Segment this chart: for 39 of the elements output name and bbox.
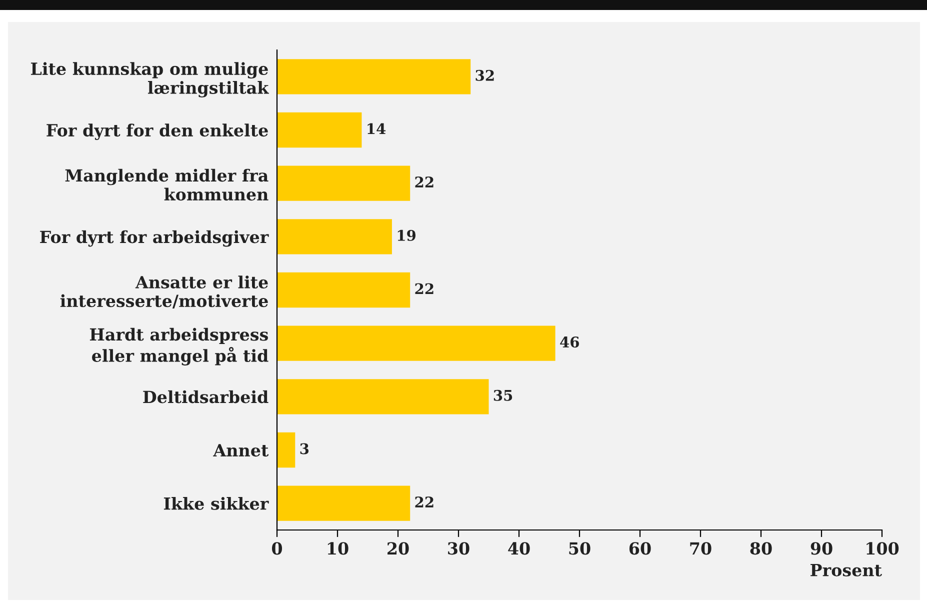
y-tick-label: Ikke sikker [164, 497, 269, 510]
x-axis-title: Prosent [810, 564, 882, 576]
bar [277, 166, 410, 201]
x-tick-label: 80 [750, 542, 772, 555]
y-tick-label: Lite kunnskap om mulige læringstiltak [30, 62, 269, 98]
data-label: 32 [476, 70, 494, 81]
y-tick-label: Annet [213, 444, 269, 457]
data-label: 35 [494, 390, 512, 401]
x-tick-label: 90 [810, 542, 832, 555]
data-label: 3 [300, 443, 309, 454]
bar [277, 379, 489, 414]
x-tick-label: 70 [690, 542, 712, 555]
x-tick-label: 100 [866, 542, 899, 555]
y-tick-label: Deltidsarbeid [143, 390, 268, 404]
y-tick-label: For dyrt for den enkelte [46, 124, 268, 140]
x-tick-label: 20 [388, 542, 409, 555]
x-tick-label: 40 [508, 542, 530, 555]
x-tick-label: 10 [328, 542, 348, 555]
bar [277, 432, 296, 468]
bar [277, 272, 410, 308]
data-label: 19 [398, 230, 416, 241]
bar [277, 486, 410, 521]
x-tick-label: 30 [448, 542, 470, 555]
data-label: 14 [368, 123, 386, 134]
data-label: 22 [415, 496, 434, 508]
y-tick-label: Hardt arbeidspress eller mangel på tid [90, 328, 268, 366]
data-label: 22 [415, 283, 434, 294]
y-tick-label: For dyrt for arbeidsgiver [40, 230, 269, 247]
bar [277, 326, 556, 361]
bar [277, 219, 392, 254]
x-tick-label: 60 [629, 542, 651, 555]
x-tick-label: 50 [569, 542, 590, 555]
x-tick-label: 0 [272, 542, 282, 555]
bar [277, 112, 362, 148]
bar [277, 59, 471, 94]
y-tick-label: Ansatte er lite interesserte/motiverte [60, 276, 268, 308]
data-label: 46 [560, 336, 579, 348]
y-tick-label: Manglende midler fra kommunen [65, 168, 268, 201]
data-label: 22 [415, 176, 434, 188]
